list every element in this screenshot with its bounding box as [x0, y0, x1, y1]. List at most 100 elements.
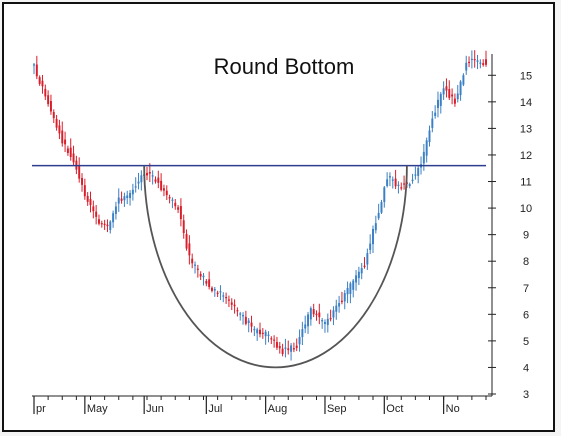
candle-body [363, 265, 366, 267]
candle-body [332, 310, 335, 318]
candle-body [157, 177, 160, 183]
candle-body [414, 174, 417, 176]
candle-body [270, 338, 273, 340]
candle-body [35, 64, 38, 77]
candle-body [470, 58, 473, 61]
x-tick-label: May [87, 403, 108, 415]
candle-body [95, 211, 98, 217]
candle-body [148, 171, 151, 174]
candle-body [191, 258, 194, 264]
candle-body [194, 264, 197, 266]
y-tick-label: 14 [520, 97, 532, 109]
candle-body [185, 233, 188, 249]
candle-body [171, 199, 174, 201]
y-tick-label: 15 [520, 70, 532, 82]
candle-body [199, 273, 202, 277]
round-bottom-chart: 3 4 5 6 7 8 9 10 11 12 13 14 15 pr May Jun Jul Aug Sep Oct… [32, 50, 532, 415]
candle-body [397, 184, 400, 186]
candle-body [374, 223, 377, 231]
candle-body [340, 300, 343, 303]
candle-body [250, 322, 253, 327]
y-tick-label: 13 [520, 123, 532, 135]
candle-body [225, 297, 228, 299]
candle-body [434, 112, 437, 116]
candle-body [117, 197, 120, 204]
candle-body [445, 86, 448, 91]
candle-body [253, 328, 256, 331]
candle-body [131, 189, 134, 195]
candle-body [261, 332, 264, 335]
candle-body [259, 329, 261, 335]
candle-body [408, 184, 411, 187]
candle-body [346, 287, 349, 295]
y-tick-label: 12 [520, 150, 532, 162]
candle-body [281, 348, 284, 354]
candle-body [335, 305, 338, 312]
candle-body [275, 342, 278, 348]
candle-body [304, 324, 307, 329]
round-bottom-arc [143, 165, 408, 368]
candle-body [439, 93, 442, 106]
candle-body [162, 188, 165, 191]
candle-body [236, 310, 239, 312]
candle-body [436, 99, 439, 109]
candle-body [386, 179, 389, 186]
candle-body [100, 223, 103, 225]
candle-body [329, 318, 332, 320]
candle-body [284, 347, 287, 349]
candle-body [146, 172, 148, 176]
candle-body [326, 318, 329, 325]
candle-body [403, 183, 406, 185]
candle-body [476, 60, 479, 62]
candle-body [86, 195, 89, 202]
y-tick-label: 6 [523, 309, 529, 321]
candle-body [97, 219, 100, 224]
candle-body [428, 130, 431, 143]
candle-body [355, 275, 358, 283]
candle-body [468, 61, 471, 64]
chart-frame: 3 4 5 6 7 8 9 10 11 12 13 14 15 pr May Jun Jul Aug Sep Oct… [2, 2, 555, 432]
candle-body [120, 198, 123, 201]
candle-body [292, 348, 295, 350]
candle-body [174, 202, 177, 207]
candle-body [47, 95, 50, 105]
candle-body [44, 88, 47, 97]
y-tick-label: 10 [520, 203, 532, 215]
candle-body [380, 202, 383, 213]
candle-body [188, 243, 191, 256]
candle-body [106, 224, 109, 227]
candle-body [69, 147, 72, 158]
candle-body [239, 313, 242, 315]
candle-body [473, 59, 476, 61]
candle-body [233, 304, 236, 307]
candle-body [357, 271, 360, 279]
candle-body [168, 197, 171, 199]
candle-body [298, 337, 301, 345]
candle-body [222, 295, 225, 297]
candle-body [287, 348, 290, 351]
candle-body [61, 130, 64, 144]
candle-body [349, 283, 352, 294]
candle-body [451, 94, 454, 97]
candle-body [210, 287, 213, 291]
candle-body [295, 345, 298, 348]
candle-body [290, 345, 293, 352]
candle-body [182, 220, 185, 234]
candle-body [52, 112, 55, 119]
candle-body [208, 279, 211, 287]
candle-body [315, 313, 318, 316]
candle-body [92, 206, 95, 212]
candle-body [83, 185, 86, 197]
candle-body [177, 207, 180, 210]
candle-body [160, 180, 163, 191]
chart-title: Round Bottom [214, 54, 355, 79]
x-tick-label: No [446, 403, 460, 415]
candle-body [58, 125, 61, 134]
candle-body [154, 179, 157, 182]
candle-body [417, 167, 420, 176]
candle-body [81, 177, 84, 185]
candle-body [318, 312, 321, 318]
candle-body [38, 77, 41, 84]
x-tick-label: Sep [327, 403, 347, 415]
candle-body [369, 243, 372, 250]
